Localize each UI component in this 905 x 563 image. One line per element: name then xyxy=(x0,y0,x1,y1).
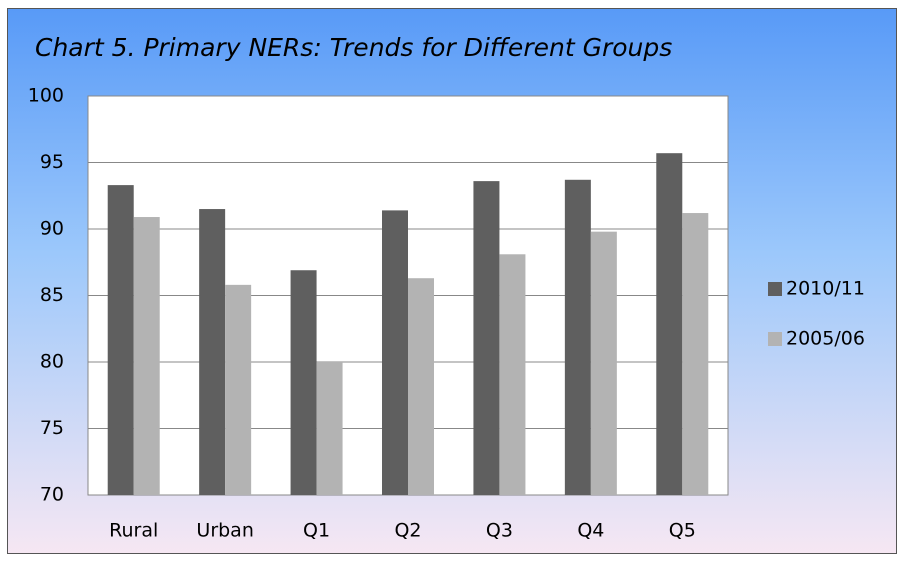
bar xyxy=(473,181,500,495)
bar xyxy=(682,213,709,496)
y-tick-label: 95 xyxy=(40,151,64,173)
x-tick-label: Q4 xyxy=(577,520,604,542)
bar xyxy=(133,217,160,495)
x-tick-label: Urban xyxy=(196,520,253,542)
bar xyxy=(408,278,434,495)
bar xyxy=(590,231,617,495)
y-tick-label: 80 xyxy=(40,351,64,373)
y-tick-label: 85 xyxy=(40,284,64,306)
bar xyxy=(107,185,134,496)
x-tick-label: Q2 xyxy=(394,520,421,542)
y-tick-label: 75 xyxy=(40,417,64,439)
y-tick-label: 100 xyxy=(28,85,64,107)
bar xyxy=(225,284,252,495)
bar xyxy=(290,270,317,495)
bar xyxy=(656,153,683,495)
bar xyxy=(382,210,408,495)
x-tick-label: Q5 xyxy=(669,520,696,542)
legend-swatch xyxy=(768,332,782,346)
legend-swatch xyxy=(768,282,782,296)
x-tick-label: Rural xyxy=(109,520,158,542)
chart-title: Chart 5. Primary NERs: Trends for Differ… xyxy=(35,33,672,62)
y-tick-label: 90 xyxy=(40,218,64,240)
y-tick-label: 70 xyxy=(40,484,64,506)
bar xyxy=(564,179,591,496)
bar xyxy=(316,362,343,495)
bar xyxy=(499,254,526,495)
legend-label: 2005/06 xyxy=(786,328,865,350)
x-tick-label: Q3 xyxy=(486,520,513,542)
bar xyxy=(199,209,226,496)
x-tick-label: Q1 xyxy=(303,520,330,542)
legend-label: 2010/11 xyxy=(786,278,865,300)
